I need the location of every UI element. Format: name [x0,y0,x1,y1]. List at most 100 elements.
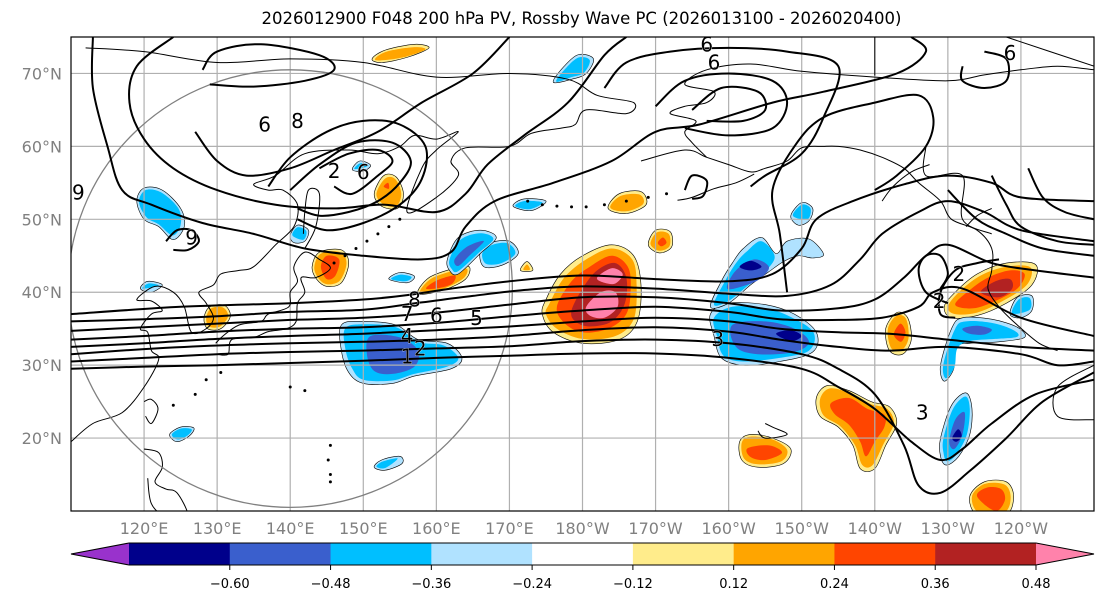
pv-contour [71,174,1094,316]
pv-contour [194,37,511,177]
coastline [757,423,788,439]
shade-level [976,487,1006,511]
pv-contour [691,85,768,123]
coastline [677,173,755,201]
island-dot [328,443,332,447]
contour-label: 6 [708,51,721,75]
latitude-label: 40°N [22,283,62,302]
island-dot [387,225,391,229]
shade-level [739,260,762,271]
longitude-label: 130°W [921,519,976,538]
shade-level [366,334,420,375]
negative-anomaly-okhotsk [351,160,371,172]
shade-level [171,428,192,440]
pv-contour [90,37,928,261]
pv-contour [683,174,709,200]
positive-anomaly-tiny-1 [520,261,534,272]
pv-contour [1027,167,1094,221]
island-dot [376,232,380,236]
contour-label: 2 [952,262,965,286]
pv-contours [71,37,1094,495]
coastline [302,187,321,249]
coastline [143,398,159,425]
island-dot [526,199,530,203]
island-dot [328,480,332,484]
longitude-labels: 120°E 130°E 140°E 150°E 160°E 170°E 180°W 170°W… [120,519,1049,538]
island-dot [288,385,292,389]
longitude-label: 150°W [775,519,830,538]
shade-level [746,445,783,461]
pv-contour [603,46,841,188]
colorbar-swatch [229,543,332,565]
pv-contour [267,119,428,232]
positive-anomaly-aleutian [607,190,648,214]
coastline [143,448,188,511]
contour-label: 3 [916,401,929,425]
negative-anomaly-west-coast [939,316,1026,382]
island-dot [540,203,544,207]
colorbar-swatch [935,543,1037,565]
colorbar-swatch [834,543,936,565]
shade-level [376,458,398,469]
latitude-labels: 70°N 60°N 50°N 40°N 30°N 20°N [22,64,62,448]
contour-label: 6 [357,160,370,184]
colorbar-tick-label: −0.36 [411,577,451,592]
pv-contour [318,148,394,196]
rossby-wave-shading [136,43,1038,511]
colorbar-outline [70,542,1095,566]
colorbar-swatch [129,543,231,565]
contour-label: 6 [258,113,271,137]
contour-label: 7 [401,302,414,326]
longitude-label: 120°E [120,519,169,538]
pv-contour [128,37,627,214]
contour-label: 1 [401,344,414,368]
colorbar-swatch [733,543,835,565]
pv-contour [71,200,1094,323]
coastline [640,145,1058,352]
contour-label: 2 [933,289,946,313]
pv-contour [990,175,1094,246]
longitude-label: 180°W [555,519,610,538]
latitude-label: 60°N [22,137,62,156]
latitude-label: 50°N [22,210,62,229]
colorbar-tick-label: −0.24 [512,577,552,592]
influence-circle-ring [71,69,513,508]
shade-level [962,325,992,335]
colorbar-tick-label: −0.12 [613,577,653,592]
shade-level [354,163,369,170]
negative-anomaly-small-7 [373,455,404,471]
shade-level [138,189,182,236]
contour-label: 6 [430,304,443,328]
colorbar-extend-min [71,543,129,565]
latitude-label: 30°N [22,356,62,375]
longitude-label: 150°E [339,519,388,538]
coastline [881,164,930,202]
colorbar-swatch [431,543,533,565]
pv-contour [770,93,935,293]
shade-level [556,56,590,82]
island-dot [328,473,332,477]
contour-label: 9 [185,226,198,250]
island-dot [602,203,606,207]
coastline [669,63,1094,158]
colorbar-tick-label: 0.12 [719,577,748,592]
island-dot [193,392,197,396]
island-dot [171,403,175,407]
island-dot [219,370,223,374]
contour-label: 8 [291,109,304,133]
shade-level [292,227,307,240]
pv-contour [201,43,336,88]
colorbar-swatch [632,543,735,565]
contour-label: 4 [401,324,414,348]
contour-label: 8 [408,288,421,312]
pv-contour [71,352,1094,462]
coastline [922,146,992,235]
pv-contour [947,189,1094,257]
longitude-label: 160°W [701,519,756,538]
pv-contour [654,72,789,137]
island-dot [584,205,588,209]
island-dot [303,389,307,393]
shade-level [374,47,426,61]
contour-label: 6 [700,32,713,56]
